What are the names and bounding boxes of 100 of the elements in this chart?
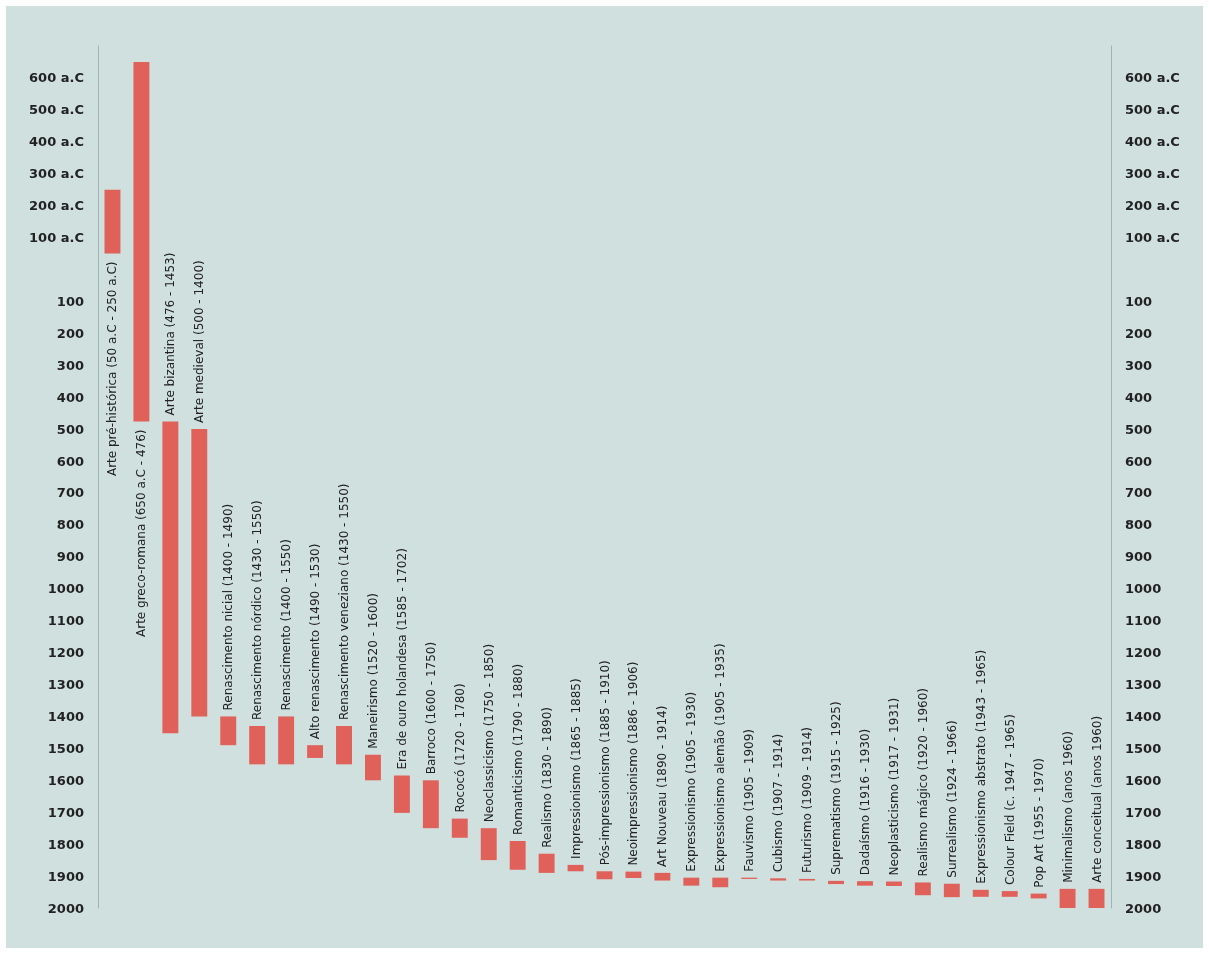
bar xyxy=(885,881,902,886)
bar xyxy=(220,716,237,746)
bar xyxy=(770,878,787,881)
x-tick-label: Expressionismo (1905 - 1930) xyxy=(684,691,699,872)
bar xyxy=(365,754,381,781)
y-tick-label: 500 xyxy=(56,421,84,437)
y2-tick-label: 200 xyxy=(1125,325,1153,341)
y2-tick-label: 700 xyxy=(1125,485,1153,501)
y-tick-label: 1700 xyxy=(47,804,84,820)
x-tick-label: Neoplasticismo (1917 - 1931) xyxy=(886,697,901,876)
y2-tick-label: 1800 xyxy=(1125,836,1162,852)
y2-tick-label: 1600 xyxy=(1125,772,1162,788)
y2-tick-label: 1000 xyxy=(1125,581,1162,597)
y2-tick-label: 1900 xyxy=(1125,868,1162,884)
y2-tick-label: 1100 xyxy=(1125,613,1162,629)
x-tick-label: Era de ouro holandesa (1585 - 1702) xyxy=(394,548,409,770)
y2-tick-label: 200 a.C xyxy=(1125,198,1180,214)
y-tick-label: 700 xyxy=(56,485,84,501)
bar xyxy=(914,882,931,896)
x-tick-label: Impressionismo (1865 - 1885) xyxy=(568,678,583,859)
x-tick-label: Neoclassicismo (1750 - 1850) xyxy=(481,643,496,823)
x-tick-label: Minimalismo (anos 1960) xyxy=(1060,731,1075,883)
y-tick-label: 1400 xyxy=(47,708,84,724)
y-tick-label: 1600 xyxy=(47,772,84,788)
y2-tick-label: 500 a.C xyxy=(1125,102,1180,118)
y-tick-label: 600 xyxy=(56,453,84,469)
bar xyxy=(336,726,352,765)
y2-tick-label: 800 xyxy=(1125,517,1153,533)
x-tick-label: Futurismo (1909 - 1914) xyxy=(800,727,815,873)
y2-tick-label: 500 xyxy=(1125,421,1153,437)
y-tick-label: 400 xyxy=(56,389,84,405)
bar xyxy=(422,780,439,829)
y-tick-label: 900 xyxy=(56,549,84,565)
x-tick-label: Surrealismo (1924 - 1966) xyxy=(944,720,959,878)
y-tick-label: 100 a.C xyxy=(29,230,84,246)
y-tick-label: 300 a.C xyxy=(29,166,84,182)
bar xyxy=(943,883,960,898)
x-tick-label: Barroco (1600 - 1750) xyxy=(423,641,438,775)
x-tick-label: Renascimento nicial (1400 - 1490) xyxy=(221,503,236,711)
y2-tick-label: 100 xyxy=(1125,293,1153,309)
y2-tick-label: 400 xyxy=(1125,389,1153,405)
x-tick-label: Romanticismo (1790 - 1880) xyxy=(510,663,525,835)
x-tick-label: Colour Field (c. 1947 - 1965) xyxy=(1002,714,1017,886)
x-tick-label: Dadaísmo (1916 - 1930) xyxy=(857,728,872,876)
y2-tick-label: 1400 xyxy=(1125,708,1162,724)
bar xyxy=(654,872,671,881)
x-tick-label: Expressionismo abstrato (1943 - 1965) xyxy=(973,649,988,884)
y-tick-label: 100 xyxy=(56,293,84,309)
y-tick-label: 1200 xyxy=(47,645,84,661)
x-tick-label: Arte conceitual (anos 1960) xyxy=(1089,715,1104,883)
y-tick-label: 600 a.C xyxy=(29,70,84,86)
y2-tick-label: 600 a.C xyxy=(1125,70,1180,86)
x-tick-label: Maneirismo (1520 - 1600) xyxy=(365,592,380,749)
y-tick-label: 1000 xyxy=(47,581,84,597)
y-tick-label: 800 xyxy=(56,517,84,533)
x-tick-label: Realismo (1830 - 1890) xyxy=(539,707,554,848)
x-tick-label: Arte medieval (500 - 1400) xyxy=(192,260,207,424)
y-tick-label: 1100 xyxy=(47,613,84,629)
bar xyxy=(683,877,700,886)
bar xyxy=(451,818,468,838)
bar xyxy=(1088,888,1105,908)
bar xyxy=(133,61,150,422)
bar xyxy=(191,429,208,717)
x-tick-label: Cubismo (1907 - 1914) xyxy=(771,733,786,873)
bar xyxy=(162,421,179,734)
y-tick-label: 1300 xyxy=(47,677,84,693)
x-tick-label: Arte greco-romana (650 a.C - 476) xyxy=(134,429,149,637)
y2-tick-label: 300 a.C xyxy=(1125,166,1180,182)
y2-tick-label: 600 xyxy=(1125,453,1153,469)
y-tick-label: 500 a.C xyxy=(29,102,84,118)
y2-tick-label: 1700 xyxy=(1125,804,1162,820)
bar xyxy=(104,189,121,254)
bar xyxy=(1001,891,1018,897)
y-tick-label: 200 xyxy=(56,325,84,341)
bar xyxy=(307,745,324,758)
y-tick-label: 200 a.C xyxy=(29,198,84,214)
bar xyxy=(278,716,295,765)
bar xyxy=(249,726,266,765)
y-tick-label: 1900 xyxy=(47,868,84,884)
bar xyxy=(393,775,410,813)
y-tick-label: 2000 xyxy=(47,900,84,916)
y-tick-label: 400 a.C xyxy=(29,134,84,150)
y2-tick-label: 900 xyxy=(1125,549,1153,565)
bar xyxy=(509,840,526,870)
bar xyxy=(712,877,729,888)
y2-tick-label: 400 a.C xyxy=(1125,134,1180,150)
x-tick-label: Arte bizantina (476 - 1453) xyxy=(163,252,178,416)
x-tick-label: Alto renascimento (1490 - 1530) xyxy=(308,543,323,740)
y2-tick-label: 300 xyxy=(1125,357,1153,373)
bar xyxy=(1059,888,1076,908)
x-tick-label: Fauvismo (1905 - 1909) xyxy=(742,728,757,872)
y-tick-label: 1500 xyxy=(47,740,84,756)
y2-tick-label: 2000 xyxy=(1125,900,1162,916)
bar xyxy=(567,864,584,872)
y2-tick-label: 1300 xyxy=(1125,677,1162,693)
bar xyxy=(480,828,497,861)
y2-tick-label: 1200 xyxy=(1125,645,1162,661)
bar xyxy=(625,871,642,878)
x-tick-label: Pop Art (1955 - 1970) xyxy=(1031,757,1046,888)
x-tick-label: Neoimpressionismo (1886 - 1906) xyxy=(626,661,641,866)
